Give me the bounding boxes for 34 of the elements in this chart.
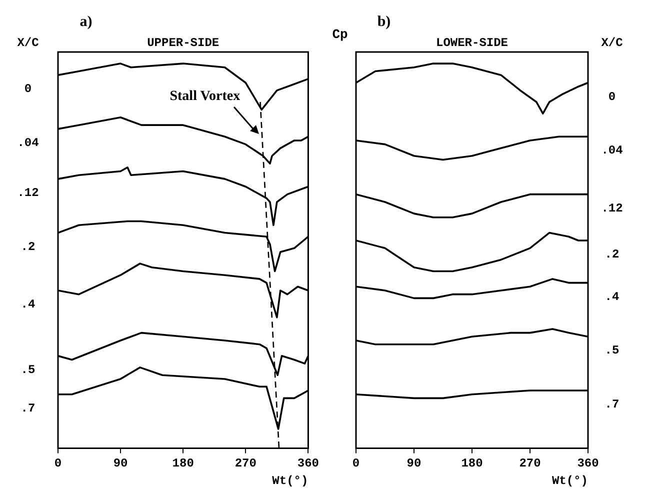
- x-axis-title: Wt(°): [552, 474, 588, 488]
- series-label: .4: [20, 298, 36, 312]
- legend-title: X/C: [17, 36, 39, 50]
- y-axis-title: Cp: [332, 27, 348, 42]
- chart-title: b): [377, 14, 391, 30]
- series-label: .4: [604, 290, 620, 304]
- x-tick-label: 360: [297, 456, 320, 470]
- series-label: .5: [604, 344, 620, 358]
- x-tick-label: 90: [113, 456, 128, 470]
- series-label: .04: [601, 144, 623, 158]
- text: 0: [24, 82, 32, 96]
- x-tick-label: 0: [352, 456, 360, 470]
- series-label: .7: [604, 398, 620, 412]
- x-tick-label: 270: [234, 456, 256, 470]
- series-label: 0: [608, 90, 616, 104]
- x-tick-label: 180: [461, 456, 483, 470]
- x-tick-label: 180: [172, 456, 194, 470]
- series-label: .7: [20, 401, 36, 416]
- series-label: .12: [601, 201, 623, 216]
- x-tick-label: 270: [519, 456, 541, 470]
- series-label: .2: [604, 248, 620, 262]
- chart-subtitle: UPPER-SIDE: [147, 36, 220, 50]
- x-tick-label: 90: [406, 456, 422, 470]
- annotation: Stall Vortex: [170, 89, 240, 104]
- series-label: .12: [17, 186, 39, 200]
- series-label: .5: [20, 362, 36, 377]
- x-tick-label: 0: [54, 456, 62, 470]
- x-axis-title: Wt(°): [272, 474, 308, 488]
- chart-subtitle: LOWER-SIDE: [436, 36, 508, 50]
- x-tick-label: 360: [577, 456, 599, 470]
- series-label: .04: [17, 136, 39, 150]
- chart-title: a): [80, 14, 92, 30]
- legend-title: X/C: [601, 36, 623, 50]
- series-label: .2: [20, 240, 36, 254]
